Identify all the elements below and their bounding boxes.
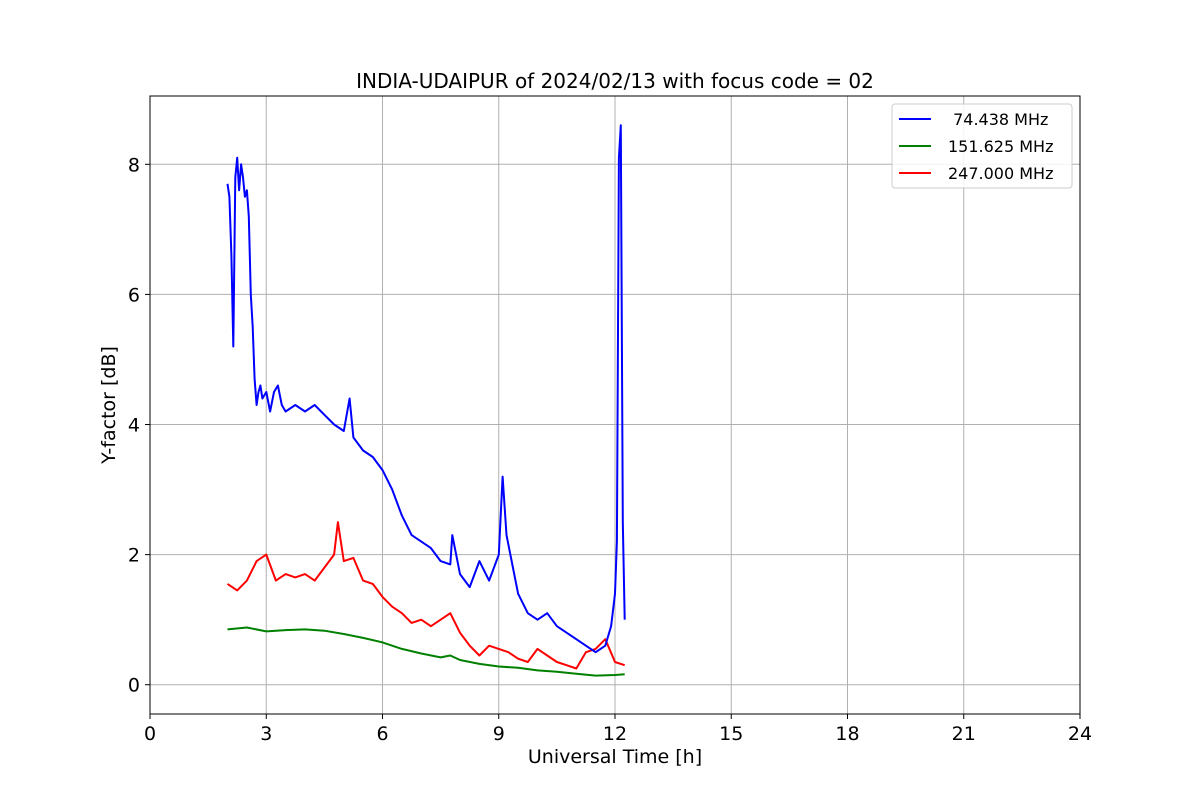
y-tick-label: 6: [128, 284, 140, 306]
x-tick-label: 15: [719, 723, 743, 745]
y-tick-label: 0: [128, 675, 140, 697]
legend-frame: [891, 103, 1073, 189]
plot-lines: [226, 124, 626, 677]
x-tick-label: 21: [952, 723, 976, 745]
x-tick-label: 18: [835, 723, 859, 745]
x-tick-label: 24: [1068, 723, 1092, 745]
x-tick-label: 9: [493, 723, 505, 745]
legend-label-2: 247.000 MHz: [948, 164, 1053, 183]
chart-title: INDIA-UDAIPUR of 2024/02/13 with focus c…: [356, 69, 874, 93]
x-axis-ticks: 0 3 6 9 12 15 18 21 24: [144, 714, 1092, 745]
y-axis-label: Y-factor [dB]: [98, 346, 120, 465]
y-tick-label: 4: [128, 415, 140, 437]
x-tick-label: 12: [603, 723, 627, 745]
x-tick-label: 0: [144, 723, 156, 745]
series-line-1: [227, 626, 625, 677]
y-axis-ticks: 0 2 4 6 8: [128, 154, 150, 697]
series-line-2: [226, 521, 626, 670]
x-tick-label: 6: [376, 723, 388, 745]
x-axis-label: Universal Time [h]: [528, 746, 702, 768]
x-tick-label: 3: [260, 723, 272, 745]
y-tick-label: 8: [128, 154, 140, 176]
legend-label-0: 74.438 MHz: [948, 110, 1048, 129]
y-tick-label: 2: [128, 545, 140, 567]
legend-label-1: 151.625 MHz: [948, 137, 1053, 156]
grid: [149, 96, 1081, 714]
series-line-0: [226, 124, 626, 654]
legend: 74.438 MHz 151.625 MHz 247.000 MHz: [891, 103, 1073, 189]
